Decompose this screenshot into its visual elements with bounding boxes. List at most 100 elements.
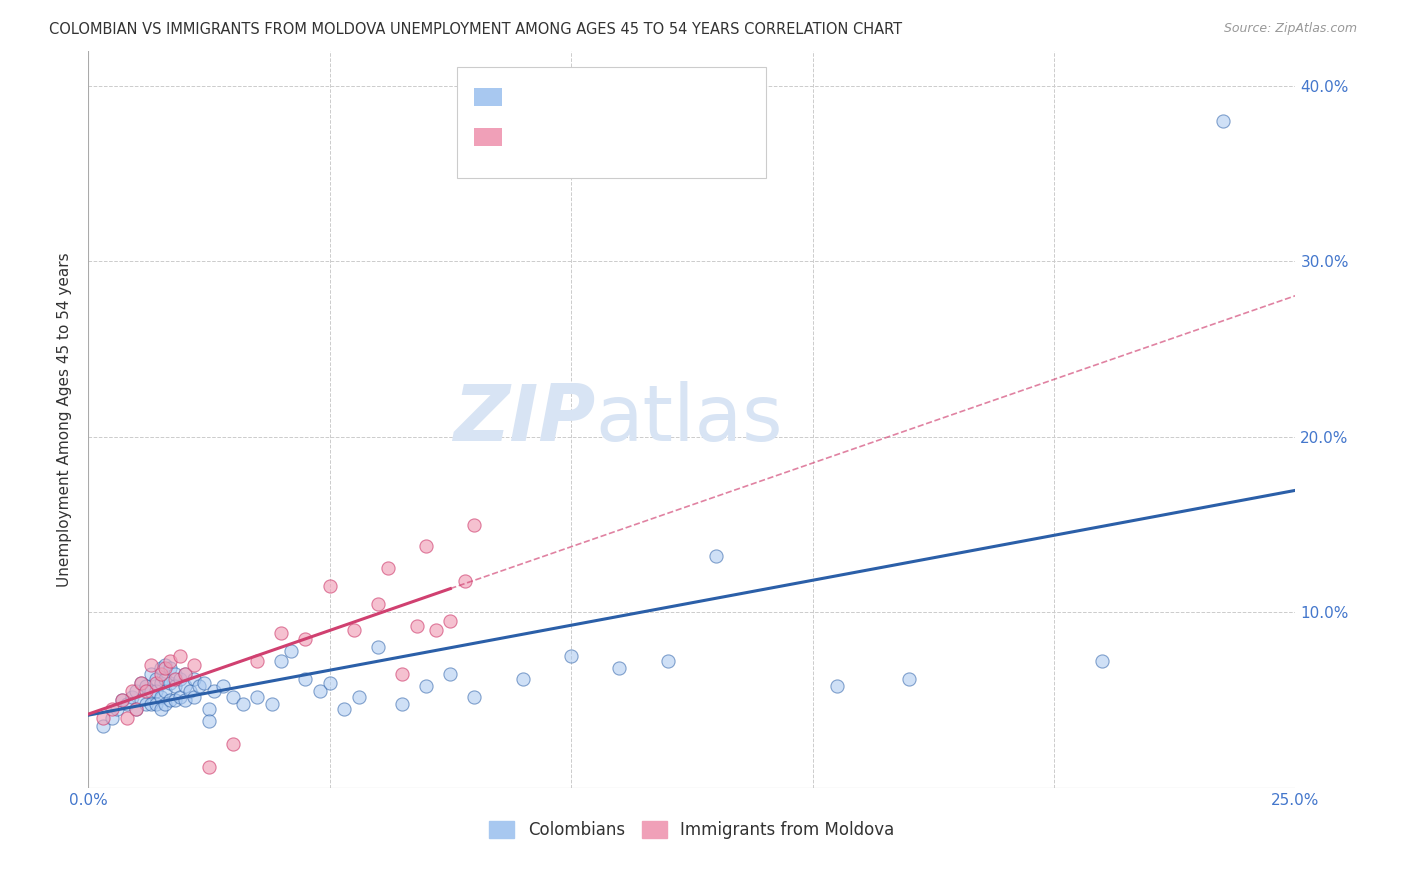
Point — [129, 675, 152, 690]
Point — [125, 702, 148, 716]
Point — [609, 661, 631, 675]
Point — [101, 711, 124, 725]
Point — [173, 666, 195, 681]
Point — [121, 690, 143, 704]
Point — [439, 614, 461, 628]
Text: ZIP: ZIP — [453, 381, 595, 458]
Point — [159, 661, 181, 675]
Point — [898, 672, 921, 686]
Point — [179, 684, 201, 698]
Point — [155, 672, 177, 686]
Point — [155, 684, 177, 698]
Point — [560, 649, 582, 664]
Point — [232, 697, 254, 711]
Point — [825, 679, 848, 693]
Point — [415, 539, 437, 553]
Point — [405, 619, 427, 633]
Point — [1212, 114, 1234, 128]
Point — [145, 675, 167, 690]
Point — [149, 661, 172, 675]
Text: COLOMBIAN VS IMMIGRANTS FROM MOLDOVA UNEMPLOYMENT AMONG AGES 45 TO 54 YEARS CORR: COLOMBIAN VS IMMIGRANTS FROM MOLDOVA UNE… — [49, 22, 903, 37]
Point — [145, 672, 167, 686]
Point — [183, 690, 205, 704]
Point — [155, 661, 177, 675]
Point — [159, 693, 181, 707]
Point — [377, 561, 399, 575]
Point — [260, 697, 283, 711]
Point — [169, 690, 191, 704]
Point — [91, 711, 114, 725]
Point — [280, 644, 302, 658]
Point — [367, 597, 389, 611]
Point — [101, 702, 124, 716]
Point — [111, 693, 134, 707]
Point — [105, 702, 128, 716]
Point — [333, 702, 356, 716]
Point — [309, 684, 332, 698]
Point — [135, 684, 157, 698]
Point — [657, 655, 679, 669]
Point — [294, 672, 316, 686]
Point — [188, 679, 211, 693]
Point — [454, 574, 477, 588]
Point — [391, 666, 413, 681]
Point — [415, 679, 437, 693]
Point — [246, 655, 269, 669]
Point — [425, 623, 447, 637]
Point — [145, 684, 167, 698]
Point — [139, 684, 162, 698]
Point — [270, 655, 292, 669]
Point — [139, 697, 162, 711]
Point — [145, 697, 167, 711]
Point — [222, 737, 245, 751]
Point — [111, 693, 134, 707]
Point — [135, 679, 157, 693]
Point — [165, 679, 187, 693]
Point — [139, 657, 162, 672]
Point — [125, 684, 148, 698]
Point — [135, 697, 157, 711]
Point — [173, 666, 195, 681]
Point — [198, 760, 221, 774]
Text: 71: 71 — [651, 91, 671, 105]
Point — [294, 632, 316, 646]
Point — [159, 655, 181, 669]
Point — [165, 672, 187, 686]
Point — [1091, 655, 1114, 669]
Point — [439, 666, 461, 681]
Y-axis label: Unemployment Among Ages 45 to 54 years: Unemployment Among Ages 45 to 54 years — [58, 252, 72, 587]
Point — [318, 579, 340, 593]
Point — [343, 623, 366, 637]
Point — [173, 679, 195, 693]
Point — [155, 697, 177, 711]
Text: Source: ZipAtlas.com: Source: ZipAtlas.com — [1223, 22, 1357, 36]
Point — [193, 675, 215, 690]
Text: 0.341: 0.341 — [546, 91, 591, 105]
Point — [121, 684, 143, 698]
Point — [347, 690, 370, 704]
Point — [198, 702, 221, 716]
Legend: Colombians, Immigrants from Moldova: Colombians, Immigrants from Moldova — [482, 814, 901, 846]
Point — [463, 517, 485, 532]
Point — [246, 690, 269, 704]
Point — [270, 626, 292, 640]
Point — [173, 693, 195, 707]
Point — [149, 675, 172, 690]
Point — [129, 693, 152, 707]
Point — [169, 672, 191, 686]
Text: N =: N = — [605, 131, 651, 145]
Point — [91, 719, 114, 733]
Point — [149, 690, 172, 704]
Point — [704, 549, 727, 563]
Point — [165, 666, 187, 681]
Point — [125, 702, 148, 716]
Text: 0.523: 0.523 — [546, 131, 591, 145]
Point — [212, 679, 235, 693]
Point — [165, 693, 187, 707]
Point — [198, 714, 221, 728]
Text: atlas: atlas — [595, 381, 783, 458]
Point — [512, 672, 534, 686]
Point — [367, 640, 389, 655]
Point — [169, 649, 191, 664]
Point — [391, 697, 413, 711]
